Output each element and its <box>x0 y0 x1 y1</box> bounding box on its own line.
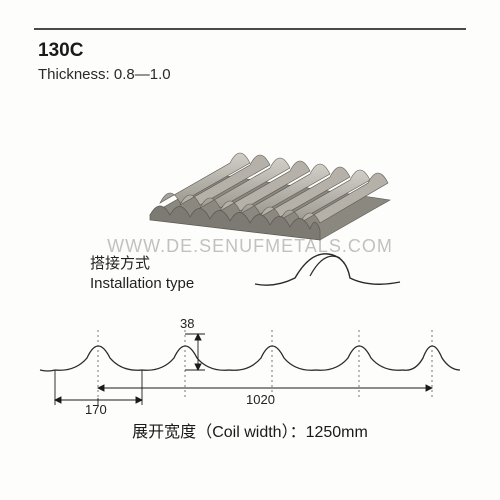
dim-effective-width: 1020 <box>246 392 275 407</box>
dim-height: 38 <box>180 316 194 331</box>
thickness-line: Thickness: 0.8—1.0 <box>38 66 171 83</box>
coil-width-line: 展开宽度（Coil width）：1250mm <box>0 418 500 442</box>
tile-3d-icon <box>120 85 400 245</box>
top-rule <box>34 28 466 30</box>
installation-profile-icon <box>250 244 410 299</box>
model-code: 130C <box>38 40 83 62</box>
coil-width-unit: mm <box>341 424 368 441</box>
thickness-label: Thickness: <box>38 66 110 83</box>
spec-sheet: 130C Thickness: 0.8—1.0 WWW.DE.SENUFMET <box>0 0 500 500</box>
coil-width-value: 1250 <box>306 424 342 441</box>
coil-width-en: Coil width <box>212 424 281 441</box>
thickness-value: 0.8—1.0 <box>114 66 171 83</box>
installation-block: 搭接方式 Installation type <box>90 252 410 307</box>
dim-pitch: 170 <box>85 402 107 417</box>
coil-width-cn: 展开宽度 <box>132 424 196 441</box>
cross-section-diagram: 38 170 1020 <box>30 310 470 420</box>
